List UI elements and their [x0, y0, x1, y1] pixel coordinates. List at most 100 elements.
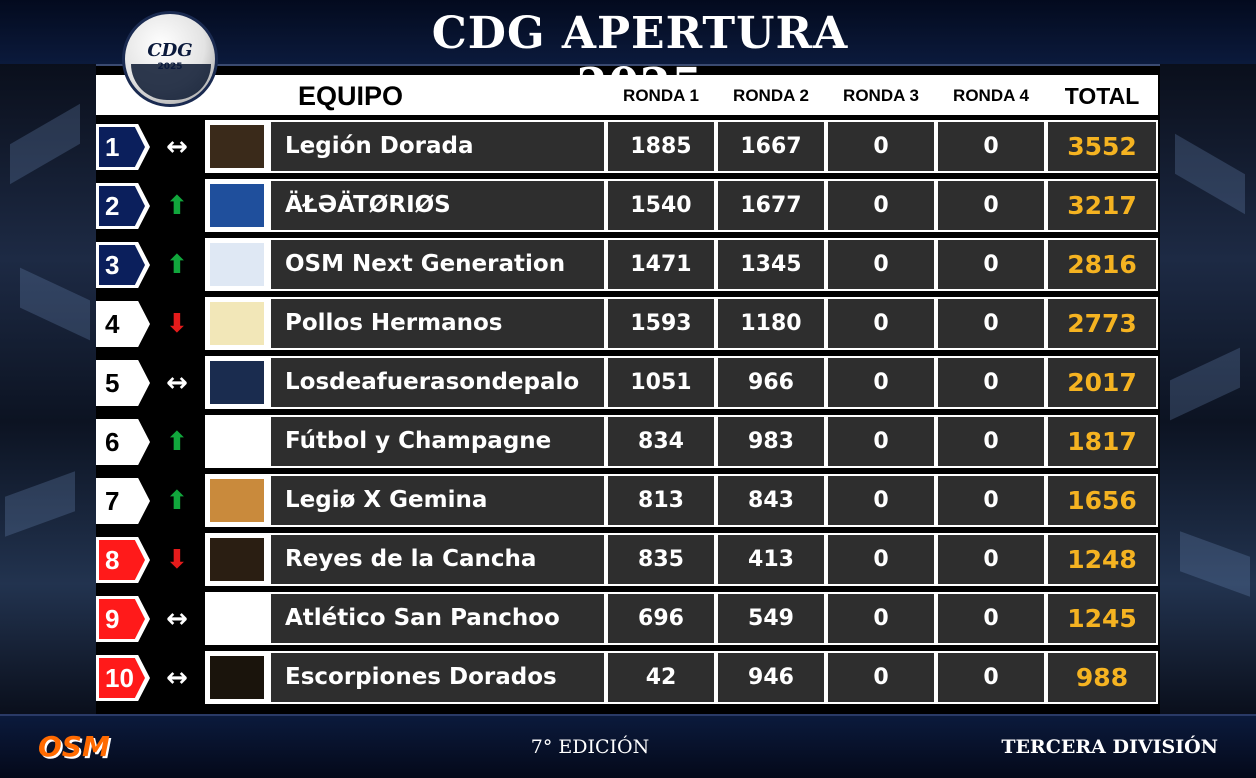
- ronda1-score: 1885: [606, 120, 716, 173]
- team-name: ÄŁƏÄTØRIØS: [269, 179, 606, 232]
- division-label: TERCERA DIVISIÓN: [1001, 736, 1218, 758]
- arrow-down-icon: ⬇: [166, 309, 188, 339]
- team-name: Escorpiones Dorados: [269, 651, 606, 704]
- team-name: OSM Next Generation: [269, 238, 606, 291]
- team-logo: [205, 179, 269, 232]
- ronda4-score: 0: [936, 533, 1046, 586]
- total-score: 1245: [1046, 592, 1158, 645]
- team-name: Reyes de la Cancha: [269, 533, 606, 586]
- table-row: 9 ↔ Atlético San Panchoo 696 549 0 0 1245: [96, 592, 1158, 645]
- rank-number: 5: [99, 363, 145, 403]
- ronda2-score: 1345: [716, 238, 826, 291]
- ronda1-score: 835: [606, 533, 716, 586]
- ronda3-score: 0: [826, 297, 936, 350]
- team-name: Legiø X Gemina: [269, 474, 606, 527]
- table-row: 2 ⬆ ÄŁƏÄTØRIØS 1540 1677 0 0 3217: [96, 179, 1158, 232]
- ronda1-score: 42: [606, 651, 716, 704]
- team-name: Losdeafuerasondepalo: [269, 356, 606, 409]
- ronda2-score: 966: [716, 356, 826, 409]
- header-equipo: EQUIPO: [298, 81, 404, 111]
- ronda1-score: 696: [606, 592, 716, 645]
- team-logo-image: [210, 656, 264, 699]
- ronda4-score: 0: [936, 238, 1046, 291]
- double-arrow-icon: ↔: [166, 368, 188, 398]
- total-score: 3552: [1046, 120, 1158, 173]
- rank-number: 4: [99, 304, 145, 344]
- arrow-up-icon: ⬆: [166, 250, 188, 280]
- rank-badge: 9: [96, 596, 150, 642]
- standings-table: EQUIPO RONDA 1 RONDA 2 RONDA 3 RONDA 4 T…: [96, 75, 1158, 712]
- table-row: 4 ⬇ Pollos Hermanos 1593 1180 0 0 2773: [96, 297, 1158, 350]
- team-logo-image: [210, 184, 264, 227]
- header-ronda3: RONDA 3: [843, 86, 919, 105]
- ronda4-score: 0: [936, 120, 1046, 173]
- rank-badge: 7: [96, 478, 150, 524]
- rank-number: 8: [99, 540, 145, 580]
- rank-number: 2: [99, 186, 145, 226]
- ronda4-score: 0: [936, 179, 1046, 232]
- total-score: 3217: [1046, 179, 1158, 232]
- rank-number: 7: [99, 481, 145, 521]
- table-row: 7 ⬆ Legiø X Gemina 813 843 0 0 1656: [96, 474, 1158, 527]
- total-score: 1656: [1046, 474, 1158, 527]
- page-title: CDG APERTURA 2025: [431, 8, 849, 110]
- total-score: 1248: [1046, 533, 1158, 586]
- team-logo-image: [210, 243, 264, 286]
- ronda3-score: 0: [826, 179, 936, 232]
- ronda2-score: 1667: [716, 120, 826, 173]
- ronda2-score: 1180: [716, 297, 826, 350]
- team-name: Pollos Hermanos: [269, 297, 606, 350]
- double-arrow-icon: ↔: [166, 663, 188, 693]
- ronda3-score: 0: [826, 415, 936, 468]
- rank-badge: 6: [96, 419, 150, 465]
- team-logo: [205, 238, 269, 291]
- team-logo-image: [210, 361, 264, 404]
- ronda3-score: 0: [826, 533, 936, 586]
- ronda3-score: 0: [826, 592, 936, 645]
- table-row: 1 ↔ Legión Dorada 1885 1667 0 0 3552: [96, 120, 1158, 173]
- arrow-up-icon: ⬆: [166, 486, 188, 516]
- rank-badge: 10: [96, 655, 150, 701]
- left-background-panel: [0, 64, 96, 714]
- team-logo: [205, 651, 269, 704]
- team-name: Atlético San Panchoo: [269, 592, 606, 645]
- ronda4-score: 0: [936, 297, 1046, 350]
- ronda3-score: 0: [826, 651, 936, 704]
- header-ronda1: RONDA 1: [623, 86, 699, 105]
- team-logo-image: [210, 538, 264, 581]
- rank-number: 1: [99, 127, 145, 167]
- team-logo: [205, 415, 269, 468]
- arrow-down-icon: ⬇: [166, 545, 188, 575]
- double-arrow-icon: ↔: [166, 604, 188, 634]
- ronda1-score: 813: [606, 474, 716, 527]
- header-ronda4: RONDA 4: [953, 86, 1029, 105]
- rank-badge: 2: [96, 183, 150, 229]
- ronda2-score: 946: [716, 651, 826, 704]
- ronda1-score: 1471: [606, 238, 716, 291]
- ronda4-score: 0: [936, 592, 1046, 645]
- ronda4-score: 0: [936, 415, 1046, 468]
- table-row: 6 ⬆ Fútbol y Champagne 834 983 0 0 1817: [96, 415, 1158, 468]
- logo-text: CDG: [147, 40, 193, 61]
- rank-number: 10: [99, 658, 145, 698]
- table-row: 5 ↔ Losdeafuerasondepalo 1051 966 0 0 2017: [96, 356, 1158, 409]
- team-logo: [205, 592, 269, 645]
- ronda2-score: 1677: [716, 179, 826, 232]
- rank-badge: 8: [96, 537, 150, 583]
- team-logo: [205, 120, 269, 173]
- logo-year: 2025: [157, 62, 183, 72]
- rank-number: 6: [99, 422, 145, 462]
- ronda1-score: 1051: [606, 356, 716, 409]
- total-score: 2773: [1046, 297, 1158, 350]
- double-arrow-icon: ↔: [166, 132, 188, 162]
- team-logo: [205, 356, 269, 409]
- team-logo-image: [210, 479, 264, 522]
- rank-badge: 3: [96, 242, 150, 288]
- total-score: 988: [1046, 651, 1158, 704]
- arrow-up-icon: ⬆: [166, 191, 188, 221]
- ronda3-score: 0: [826, 120, 936, 173]
- team-logo-image: [210, 420, 264, 463]
- team-logo-image: [210, 125, 264, 168]
- rank-badge: 1: [96, 124, 150, 170]
- ronda1-score: 1540: [606, 179, 716, 232]
